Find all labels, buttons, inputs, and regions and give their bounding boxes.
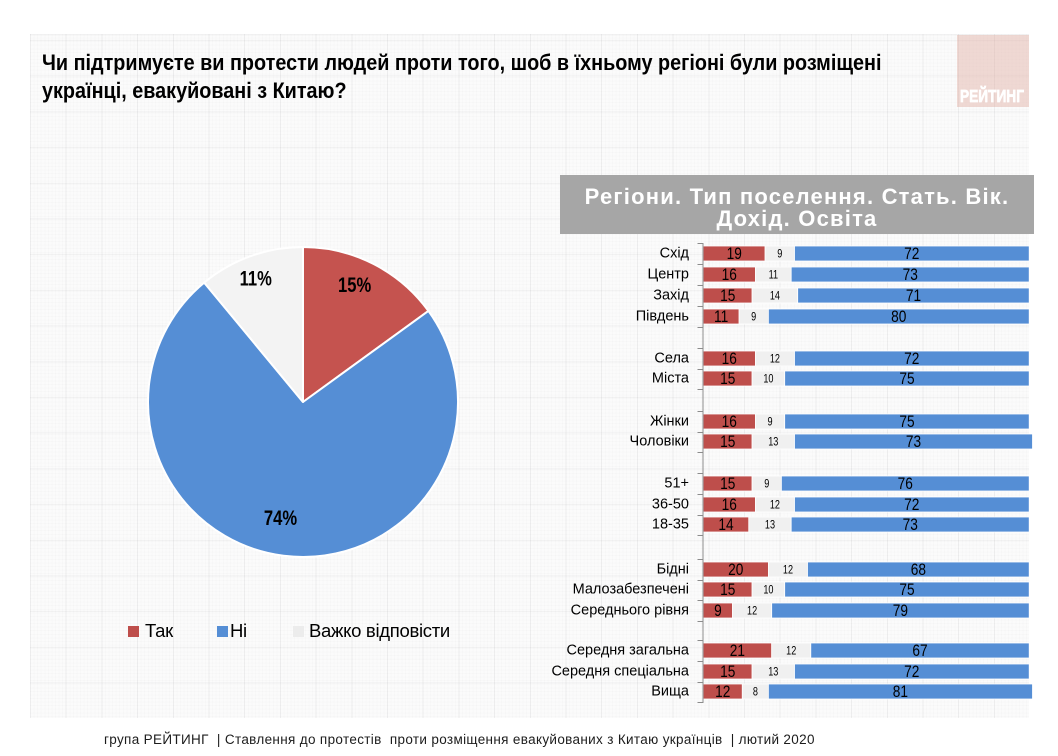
- svg-text:Південь: Південь: [636, 308, 689, 324]
- svg-text:71: 71: [906, 287, 921, 305]
- svg-text:15: 15: [720, 581, 735, 599]
- svg-text:20: 20: [728, 561, 743, 579]
- svg-text:Жінки: Жінки: [650, 413, 689, 429]
- svg-text:36-50: 36-50: [652, 496, 689, 512]
- svg-text:73: 73: [903, 266, 918, 284]
- svg-text:Чоловіки: Чоловіки: [630, 433, 689, 449]
- svg-text:14: 14: [718, 516, 733, 534]
- svg-text:75: 75: [899, 413, 914, 431]
- svg-text:12: 12: [783, 564, 793, 576]
- svg-text:9: 9: [767, 416, 772, 428]
- svg-text:13: 13: [765, 519, 775, 531]
- svg-text:12: 12: [747, 605, 757, 617]
- svg-text:12: 12: [770, 499, 780, 511]
- svg-text:12: 12: [770, 353, 780, 365]
- svg-text:Центр: Центр: [647, 266, 689, 282]
- svg-text:15: 15: [720, 433, 735, 451]
- svg-text:9: 9: [714, 602, 722, 620]
- svg-text:Захід: Захід: [653, 287, 689, 303]
- svg-text:81: 81: [893, 683, 908, 701]
- svg-text:79: 79: [893, 602, 908, 620]
- svg-text:15: 15: [720, 475, 735, 493]
- svg-text:12: 12: [786, 645, 796, 657]
- svg-text:Середнього рівня: Середнього рівня: [571, 602, 689, 618]
- svg-text:Бідні: Бідні: [657, 561, 689, 577]
- svg-text:75: 75: [899, 370, 914, 388]
- svg-text:9: 9: [764, 478, 769, 490]
- svg-text:16: 16: [722, 350, 737, 368]
- svg-text:72: 72: [904, 663, 919, 681]
- svg-text:73: 73: [903, 516, 918, 534]
- svg-text:Середня спеціальна: Середня спеціальна: [551, 663, 689, 679]
- svg-text:16: 16: [722, 266, 737, 284]
- svg-text:73: 73: [906, 433, 921, 451]
- svg-text:21: 21: [730, 642, 745, 660]
- svg-text:Середня загальна: Середня загальна: [566, 642, 689, 658]
- svg-text:67: 67: [912, 642, 927, 660]
- svg-text:15: 15: [720, 370, 735, 388]
- svg-text:14: 14: [770, 290, 780, 302]
- svg-text:11: 11: [769, 269, 779, 281]
- svg-text:9: 9: [751, 311, 756, 323]
- svg-text:72: 72: [904, 350, 919, 368]
- svg-text:72: 72: [904, 245, 919, 263]
- svg-text:16: 16: [722, 413, 737, 431]
- svg-text:51+: 51+: [664, 475, 689, 491]
- svg-text:Малозабезпечені: Малозабезпечені: [573, 581, 689, 597]
- svg-text:75: 75: [899, 581, 914, 599]
- svg-text:72: 72: [904, 496, 919, 514]
- svg-text:16: 16: [722, 496, 737, 514]
- svg-text:76: 76: [898, 475, 913, 493]
- svg-text:19: 19: [727, 245, 742, 263]
- svg-text:11%: 11%: [240, 268, 272, 291]
- svg-text:11: 11: [714, 308, 728, 326]
- svg-text:15%: 15%: [338, 274, 371, 297]
- svg-text:18-35: 18-35: [652, 516, 689, 532]
- svg-text:9: 9: [777, 248, 782, 260]
- svg-text:13: 13: [768, 666, 778, 678]
- svg-text:74%: 74%: [264, 507, 297, 530]
- svg-text:13: 13: [768, 436, 778, 448]
- svg-text:10: 10: [763, 373, 773, 385]
- svg-text:Вища: Вища: [651, 683, 690, 699]
- svg-text:Міста: Міста: [652, 370, 690, 386]
- svg-text:12: 12: [715, 683, 730, 701]
- svg-text:15: 15: [720, 663, 735, 681]
- svg-text:15: 15: [720, 287, 735, 305]
- svg-text:8: 8: [753, 686, 758, 698]
- svg-text:Схід: Схід: [660, 245, 690, 261]
- svg-text:80: 80: [891, 308, 906, 326]
- svg-text:Села: Села: [654, 350, 690, 366]
- svg-text:10: 10: [763, 584, 773, 596]
- svg-text:68: 68: [911, 561, 926, 579]
